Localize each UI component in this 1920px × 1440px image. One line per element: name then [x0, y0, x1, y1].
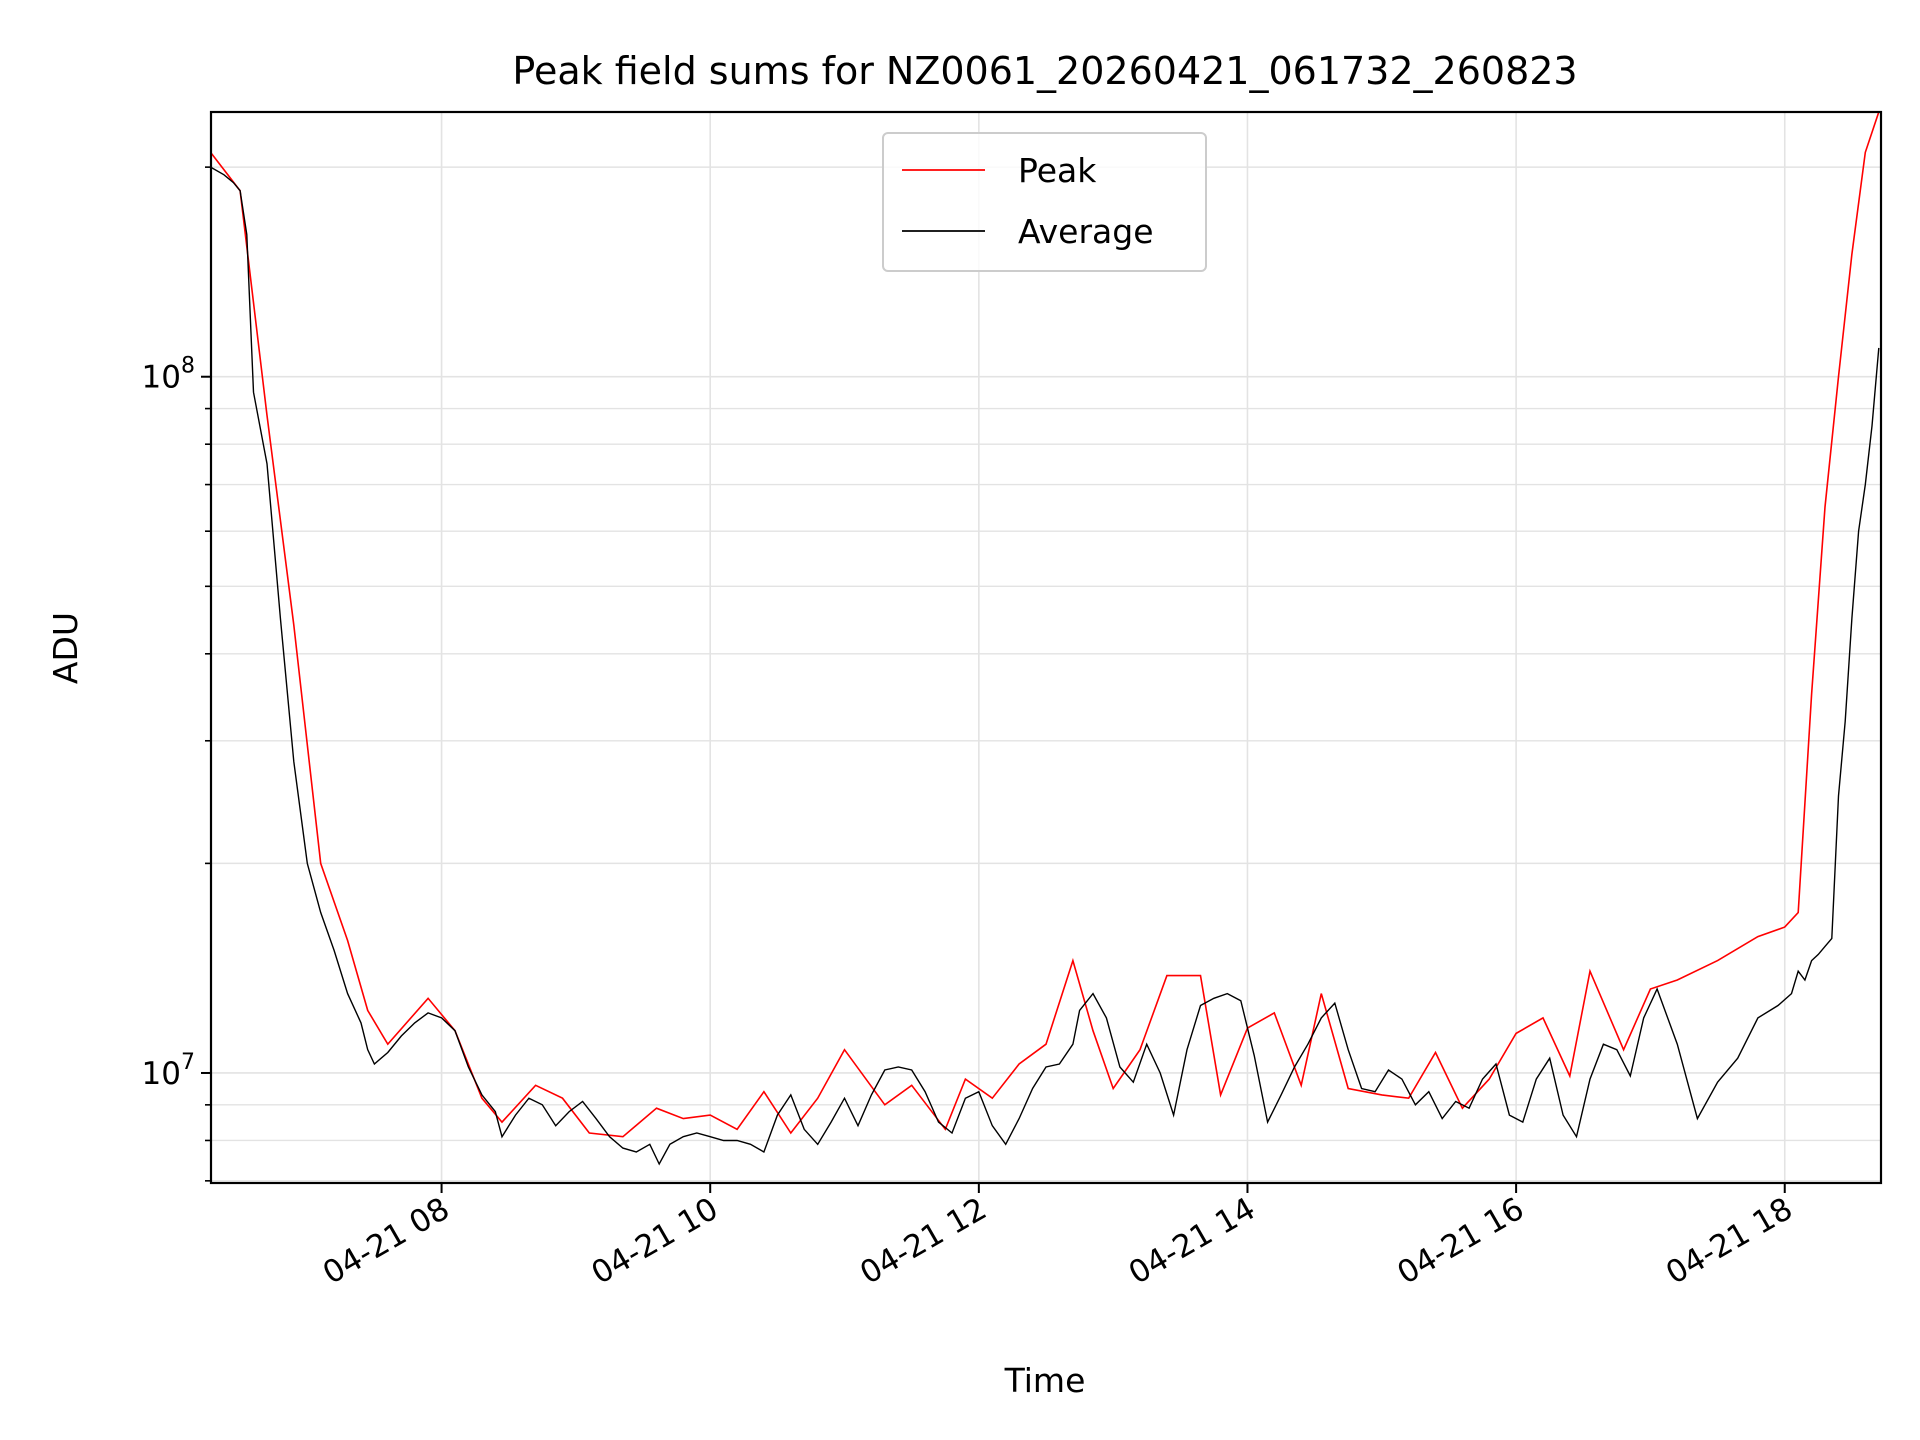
y-tick-label-base: 10: [142, 1056, 181, 1092]
legend-box: [882, 132, 1207, 272]
x-axis-label: Time: [1004, 1361, 1086, 1400]
y-tick-label-exponent: 7: [181, 1050, 195, 1075]
y-tick-label: 107: [142, 1050, 195, 1092]
chart-title: Peak field sums for NZ0061_20260421_0617…: [512, 49, 1577, 93]
series-line-average: [210, 166, 1880, 1166]
plot-frame: [209, 110, 1883, 1185]
legend: Peak Average: [882, 132, 1207, 272]
legend-label-peak: Peak: [1018, 151, 1097, 190]
y-axis-label: ADU: [46, 612, 85, 684]
plot-series: [209, 111, 1880, 1166]
y-tick-label-base: 10: [142, 360, 181, 396]
y-tick-label: 108: [142, 354, 195, 396]
y-tick-label-exponent: 8: [181, 354, 195, 379]
legend-label-average: Average: [1018, 212, 1154, 251]
